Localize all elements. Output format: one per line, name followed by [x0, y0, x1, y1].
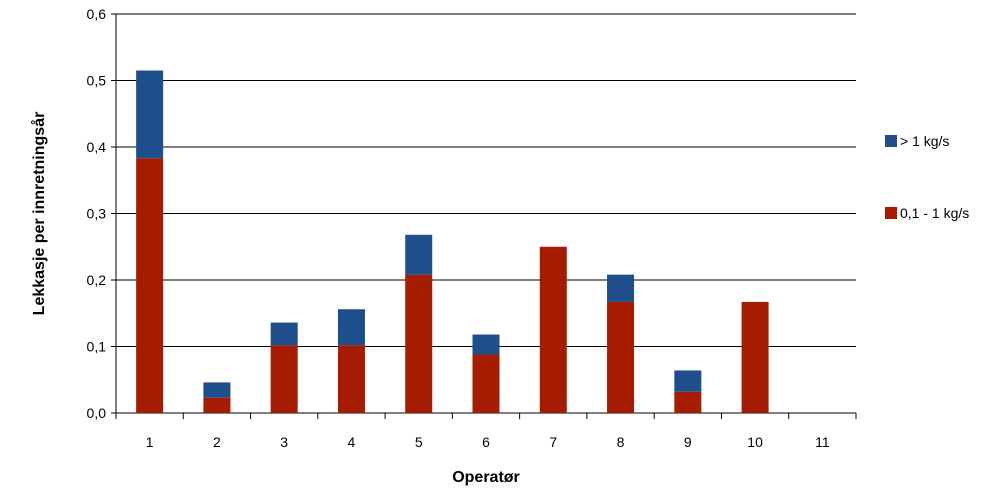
legend-label: 0,1 - 1 kg/s	[900, 205, 969, 221]
bar-segment-high-rate	[405, 234, 433, 275]
x-tick-label: 11	[815, 434, 830, 450]
y-tick-label: 0,3	[87, 206, 107, 222]
bar-segment-high-rate	[337, 309, 365, 346]
x-tick-label: 8	[617, 434, 625, 450]
bar-segment-high-rate	[607, 274, 635, 302]
bar-segment-low-rate	[270, 345, 298, 413]
x-tick-label: 7	[549, 434, 557, 450]
x-tick-label: 10	[747, 434, 763, 450]
x-tick-label: 6	[482, 434, 490, 450]
x-tick-label: 1	[146, 434, 154, 450]
bars	[136, 70, 769, 413]
bar-segment-low-rate	[539, 246, 567, 413]
legend-swatch	[885, 207, 897, 219]
bar-segment-low-rate	[203, 397, 231, 413]
bar-segment-high-rate	[674, 370, 702, 392]
bar-segment-low-rate	[607, 301, 635, 413]
x-tick-label: 9	[684, 434, 692, 450]
legend-swatch	[885, 135, 897, 147]
y-tick-label: 0,0	[87, 405, 107, 421]
bar-segment-high-rate	[203, 382, 231, 398]
y-tick-label: 0,4	[87, 139, 107, 155]
gridlines	[111, 13, 856, 414]
bar-segment-high-rate	[136, 70, 164, 159]
bar-segment-high-rate	[472, 334, 500, 355]
y-tick-label: 0,2	[87, 272, 107, 288]
axes: 0,0 0,1 0,2 0,3 0,4 0,5 0,6 1 2 3 4 5 6 7 8 9 10 11	[87, 6, 857, 450]
x-tick-label: 5	[415, 434, 423, 450]
bar-segment-low-rate	[472, 354, 500, 413]
x-tick-label: 4	[348, 434, 356, 450]
x-axis-title: Operatør	[452, 469, 520, 486]
y-tick-label: 0,1	[87, 339, 107, 355]
y-axis-title: Lekkasje per innretningsår	[30, 112, 48, 316]
bar-segment-high-rate	[270, 322, 298, 346]
bar-segment-low-rate	[674, 391, 702, 413]
legend-label: > 1 kg/s	[900, 133, 949, 149]
x-tick-label: 2	[213, 434, 221, 450]
bar-segment-low-rate	[405, 274, 433, 413]
bar-segment-low-rate	[337, 345, 365, 413]
bar-segment-low-rate	[136, 158, 164, 413]
bar-segment-low-rate	[741, 301, 769, 413]
y-tick-label: 0,6	[87, 6, 107, 22]
x-tick-label: 3	[280, 434, 288, 450]
y-tick-label: 0,5	[87, 73, 107, 89]
legend: > 1 kg/s 0,1 - 1 kg/s	[885, 133, 969, 221]
